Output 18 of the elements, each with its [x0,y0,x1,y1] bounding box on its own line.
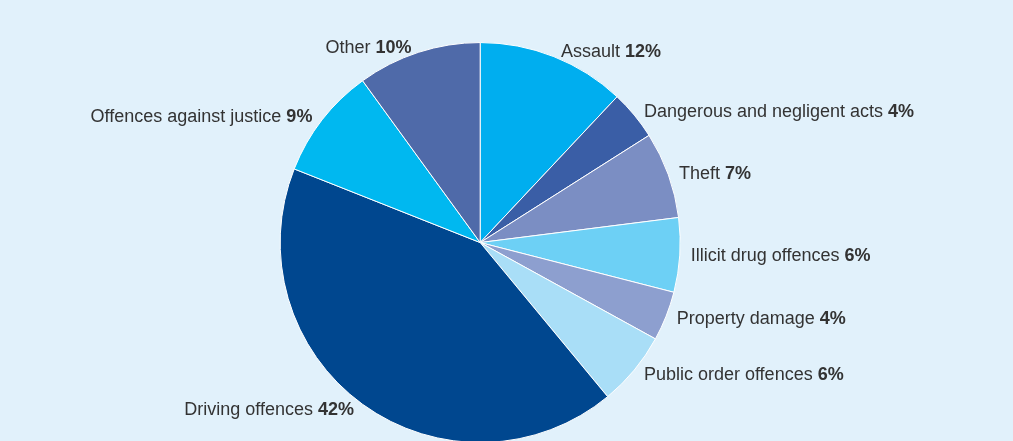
data-label: 6% [844,245,871,266]
slice-label: Offences against justice [90,106,282,127]
slice-label: Illicit drug offences [690,245,840,266]
slice-label: Property damage [676,308,815,329]
data-label: 4% [888,101,915,122]
data-label: 7% [725,162,752,183]
slice-label: Driving offences [184,399,314,420]
data-label: 4% [819,308,846,329]
data-label: 9% [286,106,313,127]
slice-label: Dangerous and negligent acts [643,101,884,122]
data-label: 12% [625,41,662,62]
data-label: 6% [817,363,844,384]
slice-label: Other [325,36,371,57]
data-label: 42% [318,399,355,420]
slice-label: Assault [561,41,621,62]
data-label: 10% [375,36,412,57]
slice-label: Public order offences [643,363,813,384]
slice-label: Theft [678,162,721,183]
